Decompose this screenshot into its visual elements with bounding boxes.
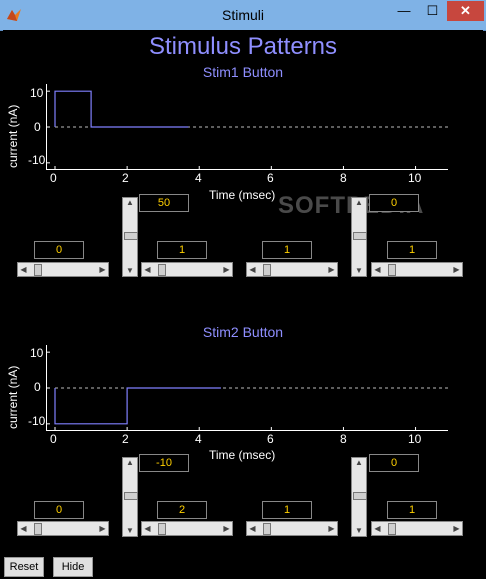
arrow-right-icon[interactable]: ▶ — [451, 522, 462, 535]
stim1-xtick: 8 — [340, 171, 347, 185]
stim2-xtick: 0 — [50, 432, 57, 446]
stim2-xtick: 4 — [195, 432, 202, 446]
stim2-interval-field[interactable]: 1 — [262, 501, 312, 519]
arrow-right-icon[interactable]: ▶ — [97, 522, 108, 535]
arrow-down-icon[interactable]: ▼ — [352, 266, 366, 276]
stim1-interval-slider[interactable]: ◀ ▶ — [246, 262, 338, 277]
stim1-ytick: 10 — [30, 86, 44, 100]
stim1-extra-field[interactable]: 0 — [369, 194, 419, 212]
stim1-plot — [46, 84, 448, 170]
stim1-xtick: 6 — [267, 171, 274, 185]
stim2-interval-slider[interactable]: ◀ ▶ — [246, 521, 338, 536]
figure-area — [3, 30, 483, 576]
slider-thumb[interactable] — [353, 492, 367, 500]
stim2-delay-slider[interactable]: ◀ ▶ — [17, 521, 109, 536]
arrow-right-icon[interactable]: ▶ — [451, 263, 462, 276]
stim1-delay-field[interactable]: 0 — [34, 241, 84, 259]
stim2-xtick: 2 — [122, 432, 129, 446]
stim1-amplitude-field[interactable]: 50 — [139, 194, 189, 212]
stim2-plot — [46, 345, 448, 431]
stim2-extra-field[interactable]: 0 — [369, 454, 419, 472]
arrow-right-icon[interactable]: ▶ — [326, 263, 337, 276]
stim2-number-field[interactable]: 1 — [387, 501, 437, 519]
stim2-title: Stim2 Button — [202, 324, 284, 340]
stim2-extra-vslider[interactable]: ▲ ▼ — [351, 457, 367, 537]
slider-thumb[interactable] — [124, 492, 138, 500]
stim1-ytick: -10 — [28, 153, 46, 167]
window-title: Stimuli — [221, 7, 264, 23]
stim1-number-slider[interactable]: ◀ ▶ — [371, 262, 463, 277]
stim1-width-field[interactable]: 1 — [157, 241, 207, 259]
arrow-left-icon[interactable]: ◀ — [18, 522, 29, 535]
stim1-ytick: 0 — [34, 120, 41, 134]
matlab-icon — [7, 9, 21, 21]
arrow-left-icon[interactable]: ◀ — [372, 522, 383, 535]
stim1-interval-field[interactable]: 1 — [262, 241, 312, 259]
arrow-up-icon[interactable]: ▲ — [123, 198, 137, 208]
arrow-down-icon[interactable]: ▼ — [123, 266, 137, 276]
arrow-right-icon[interactable]: ▶ — [326, 522, 337, 535]
stim2-width-slider[interactable]: ◀ ▶ — [141, 521, 233, 536]
slider-thumb[interactable] — [388, 523, 396, 535]
stim2-amplitude-vslider[interactable]: ▲ ▼ — [122, 457, 138, 537]
stim2-ylabel: current (nA) — [6, 365, 20, 429]
slider-thumb[interactable] — [158, 523, 166, 535]
arrow-left-icon[interactable]: ◀ — [18, 263, 29, 276]
arrow-up-icon[interactable]: ▲ — [352, 198, 366, 208]
stim1-width-slider[interactable]: ◀ ▶ — [141, 262, 233, 277]
slider-thumb[interactable] — [263, 264, 271, 276]
arrow-up-icon[interactable]: ▲ — [352, 458, 366, 468]
stim1-title: Stim1 Button — [202, 64, 284, 80]
reset-button[interactable]: Reset — [4, 557, 44, 577]
stim2-waveform — [54, 387, 221, 425]
arrow-down-icon[interactable]: ▼ — [123, 526, 137, 536]
stim1-xtick: 2 — [122, 171, 129, 185]
arrow-right-icon[interactable]: ▶ — [221, 263, 232, 276]
stim1-extra-vslider[interactable]: ▲ ▼ — [351, 197, 367, 277]
stim2-xtick: 8 — [340, 432, 347, 446]
slider-thumb[interactable] — [34, 523, 42, 535]
slider-thumb[interactable] — [34, 264, 42, 276]
stim1-amplitude-vslider[interactable]: ▲ ▼ — [122, 197, 138, 277]
stim1-number-field[interactable]: 1 — [387, 241, 437, 259]
arrow-left-icon[interactable]: ◀ — [372, 263, 383, 276]
arrow-left-icon[interactable]: ◀ — [247, 522, 258, 535]
close-button[interactable]: ✕ — [447, 1, 484, 21]
stim2-xlabel: Time (msec) — [209, 448, 276, 462]
arrow-down-icon[interactable]: ▼ — [352, 526, 366, 536]
stim2-delay-field[interactable]: 0 — [34, 501, 84, 519]
stim2-amplitude-field[interactable]: -10 — [139, 454, 189, 472]
stim1-ylabel: current (nA) — [6, 104, 20, 168]
stim1-xlabel: Time (msec) — [209, 188, 276, 202]
slider-thumb[interactable] — [353, 232, 367, 240]
arrow-up-icon[interactable]: ▲ — [123, 458, 137, 468]
stim2-ytick: 10 — [30, 346, 44, 360]
stim1-xtick: 4 — [195, 171, 202, 185]
stim1-delay-slider[interactable]: ◀ ▶ — [17, 262, 109, 277]
title-bar: Stimuli — ☐ ✕ — [0, 0, 486, 31]
arrow-right-icon[interactable]: ▶ — [97, 263, 108, 276]
slider-thumb[interactable] — [124, 232, 138, 240]
main-title: Stimulus Patterns — [148, 33, 338, 60]
stim1-waveform — [54, 90, 189, 128]
arrow-left-icon[interactable]: ◀ — [142, 522, 153, 535]
stim1-xtick: 10 — [408, 171, 422, 185]
arrow-left-icon[interactable]: ◀ — [142, 263, 153, 276]
stim2-ytick: -10 — [28, 414, 46, 428]
arrow-left-icon[interactable]: ◀ — [247, 263, 258, 276]
hide-button[interactable]: Hide — [53, 557, 93, 577]
stim2-ytick: 0 — [34, 380, 41, 394]
slider-thumb[interactable] — [388, 264, 396, 276]
arrow-right-icon[interactable]: ▶ — [221, 522, 232, 535]
slider-thumb[interactable] — [263, 523, 271, 535]
slider-thumb[interactable] — [158, 264, 166, 276]
stim2-xtick: 10 — [408, 432, 422, 446]
stim2-width-field[interactable]: 2 — [157, 501, 207, 519]
stim2-xtick: 6 — [267, 432, 274, 446]
minimize-button[interactable]: — — [397, 3, 411, 18]
stim2-number-slider[interactable]: ◀ ▶ — [371, 521, 463, 536]
maximize-button[interactable]: ☐ — [426, 3, 439, 18]
stim1-xtick: 0 — [50, 171, 57, 185]
